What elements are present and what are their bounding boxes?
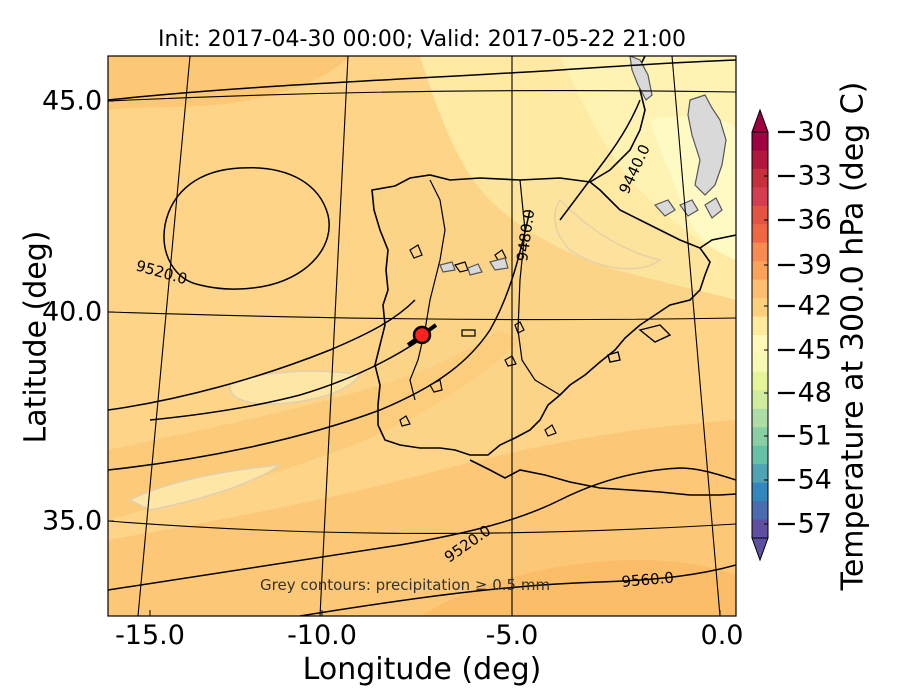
geopotential-contours: [108, 59, 736, 616]
colorbar-segment: [752, 501, 768, 521]
colorbar-segment: [752, 445, 768, 465]
warm-band-southwest: [108, 330, 520, 520]
x-tick-marks: [149, 610, 721, 616]
y-tick-label: 35.0: [42, 505, 103, 537]
x-tick-label: -15.0: [115, 620, 185, 651]
colorbar: [751, 108, 769, 562]
colorbar-segment: [752, 371, 768, 391]
contour-label: 9560.0: [621, 568, 675, 591]
colorbar-frame: [751, 131, 769, 539]
colorbar-tick-label: −48: [775, 377, 832, 409]
colorbar-segment: [752, 242, 768, 262]
colorbar-tick-label: −39: [775, 249, 832, 281]
cool-patch: [128, 464, 281, 511]
colorbar-segment: [752, 224, 768, 244]
colorbar-tick-label: −30: [775, 116, 832, 148]
precipitation-note: Grey contours: precipitation ≥ 0.5 mm: [260, 576, 551, 594]
island-outline: [607, 351, 621, 363]
colorbar-tick-label: −36: [775, 204, 832, 236]
colorbar-segment: [752, 464, 768, 484]
colorbar-segment: [752, 427, 768, 447]
colorbar-segment: [752, 150, 768, 170]
colorbar-tick-label: −33: [775, 160, 832, 192]
warm-band-north: [108, 56, 350, 110]
x-tick-label: 0.0: [700, 620, 744, 651]
colorbar-tick-label: −42: [775, 290, 832, 322]
colorbar-segment: [752, 316, 768, 336]
precipitation-contours: [439, 56, 727, 276]
x-tick-label: -5.0: [485, 620, 539, 651]
colorbar-segment: [752, 261, 768, 281]
y-tick-label: 40.0: [42, 296, 103, 328]
colorbar-segment: [752, 390, 768, 410]
location-marker: [412, 325, 432, 345]
colorbar-tick-label: −57: [775, 508, 832, 540]
africa-coastline: [469, 459, 736, 496]
y-axis-label: Latitude (deg): [18, 230, 54, 444]
colorbar-segment: [752, 205, 768, 225]
colorbar-segment: [752, 408, 768, 428]
y-tick-marks: [108, 100, 114, 522]
chart-title: Init: 2017-04-30 00:00; Valid: 2017-05-2…: [158, 27, 686, 52]
colorbar-tick-label: −45: [775, 334, 832, 366]
colorbar-tick-label: −51: [775, 420, 832, 452]
iberia-coastline: [371, 174, 711, 456]
colorbar-tick-label: −54: [775, 464, 832, 496]
colorbar-segment: [752, 335, 768, 354]
cool-patch: [229, 370, 362, 405]
colorbar-segment: [752, 132, 768, 151]
colorbar-extend-min: [751, 537, 769, 562]
y-tick-label: 45.0: [42, 85, 103, 117]
colorbar-segment: [752, 519, 768, 539]
warmest-band-south: [420, 560, 736, 616]
country-border: [409, 179, 446, 401]
plot-frame: [107, 55, 737, 617]
colorbar-segment: [752, 298, 768, 318]
colorbar-extend-max: [751, 108, 769, 133]
colorbar-segment: [752, 279, 768, 299]
island-outline: [638, 324, 672, 343]
cool-patch: [554, 198, 662, 270]
colorbar-segment: [752, 482, 768, 502]
map-area: [108, 56, 736, 616]
colorbar-segment: [752, 187, 768, 207]
colorbar-segment: [752, 353, 768, 373]
x-axis-label: Longitude (deg): [302, 652, 542, 687]
graticule: [108, 56, 736, 616]
colorbar-label: Temperature at 300.0 hPa (deg C): [835, 81, 871, 591]
colorbar-segment: [752, 168, 768, 188]
x-tick-label: -10.0: [287, 620, 357, 651]
